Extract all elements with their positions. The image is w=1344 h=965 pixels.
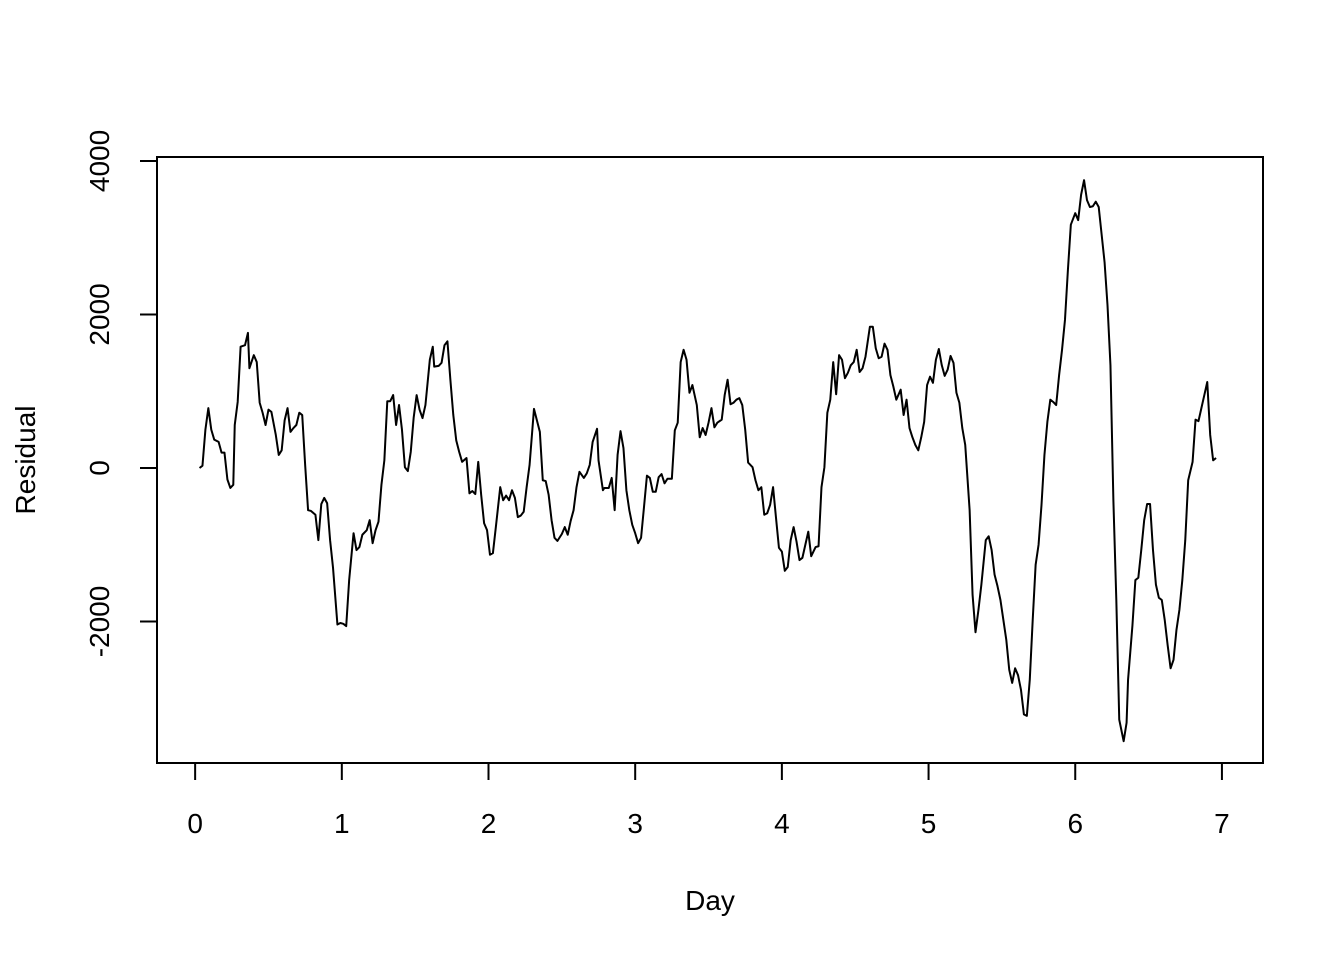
y-axis-label: Residual bbox=[10, 406, 41, 515]
y-tick-label: -2000 bbox=[84, 586, 115, 658]
y-tick-label: 0 bbox=[84, 460, 115, 476]
x-tick-label: 5 bbox=[921, 808, 937, 839]
plot-frame bbox=[156, 156, 1264, 764]
x-tick-label: 6 bbox=[1067, 808, 1083, 839]
x-tick-label: 7 bbox=[1214, 808, 1230, 839]
x-axis-label: Day bbox=[685, 885, 735, 916]
x-tick-label: 4 bbox=[774, 808, 790, 839]
line-series bbox=[198, 179, 1217, 743]
x-tick-label: 0 bbox=[187, 808, 203, 839]
y-tick-label: 2000 bbox=[84, 283, 115, 345]
x-tick-label: 3 bbox=[627, 808, 643, 839]
y-tick-label: 4000 bbox=[84, 130, 115, 192]
x-tick-label: 1 bbox=[334, 808, 350, 839]
x-tick-label: 2 bbox=[481, 808, 497, 839]
